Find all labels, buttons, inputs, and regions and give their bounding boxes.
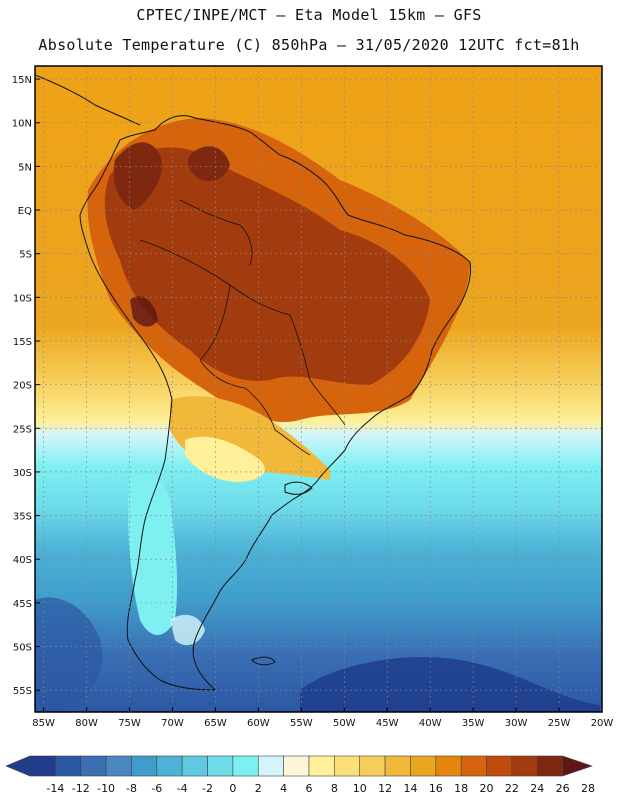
colorbar-label: 8 (331, 782, 338, 795)
cold-pool-southwest (35, 597, 103, 712)
colorbar-label: 0 (229, 782, 236, 795)
colorbar-swatch (435, 755, 462, 777)
mild-zone-pampas (185, 436, 265, 482)
colorbar-swatch (80, 755, 107, 777)
lat-label: 25S (13, 424, 32, 435)
lon-label: 55W (290, 718, 313, 729)
lat-label: 55S (13, 686, 32, 697)
lon-label: 40W (419, 718, 442, 729)
colorbar-swatch (55, 755, 82, 777)
colorbar-label: -12 (72, 782, 90, 795)
colorbar-label: 4 (280, 782, 287, 795)
hot-core-peru (130, 296, 158, 327)
lon-label: 85W (32, 718, 55, 729)
colorbar-swatch (283, 755, 310, 777)
colorbar-label: 24 (530, 782, 544, 795)
lon-label: 25W (548, 718, 571, 729)
colorbar-swatch (460, 755, 487, 777)
colorbar-arrow-right (562, 755, 593, 777)
colorbar-label: -8 (126, 782, 137, 795)
hot-core-interior (104, 147, 430, 385)
colorbar-swatch (257, 755, 284, 777)
colorbar-label: 16 (429, 782, 443, 795)
lon-label: 20W (591, 718, 614, 729)
colorbar-swatch (384, 755, 411, 777)
falkland-islands (251, 656, 276, 666)
lat-label: 30S (13, 468, 32, 479)
map-title-line2: Absolute Temperature (C) 850hPa – 31/05/… (38, 36, 580, 54)
colorbar-swatch (536, 755, 563, 777)
colorbar-swatch (486, 755, 513, 777)
lon-label: 35W (462, 718, 485, 729)
lon-label: 75W (118, 718, 141, 729)
colorbar-label: 18 (454, 782, 468, 795)
cold-core-southeast (300, 657, 600, 712)
lat-label: 5S (19, 250, 32, 261)
central-america (35, 74, 141, 126)
cool-plume-patagonia (128, 469, 178, 635)
colorbar-swatch (410, 755, 437, 777)
colorbar-label: 6 (306, 782, 313, 795)
colorbar-swatch (359, 755, 386, 777)
colorbar-arrow-left (5, 755, 31, 777)
colorbar-label: 14 (403, 782, 417, 795)
lon-label: 70W (161, 718, 184, 729)
lat-label: 45S (13, 599, 32, 610)
colorbar-label: 10 (353, 782, 367, 795)
colorbar-label: 26 (556, 782, 570, 795)
colorbar-label: -4 (177, 782, 188, 795)
colorbar-label: -10 (97, 782, 115, 795)
lon-label: 60W (247, 718, 270, 729)
south-america-coastline (79, 115, 471, 691)
colorbar-label: -14 (46, 782, 64, 795)
lon-label: 45W (376, 718, 399, 729)
hot-core-highlands (187, 146, 230, 182)
colorbar-swatch (207, 755, 234, 777)
lon-label: 80W (75, 718, 98, 729)
colorbar-swatch (131, 755, 158, 777)
colorbar-swatch (156, 755, 183, 777)
colorbar-swatch (105, 755, 132, 777)
colorbar-swatch (308, 755, 335, 777)
lat-label: 15N (12, 75, 32, 86)
lat-label: 40S (13, 555, 32, 566)
colorbar-label: -2 (202, 782, 213, 795)
lat-label: 15S (13, 337, 32, 348)
lon-label: 65W (204, 718, 227, 729)
colorbar-swatch (181, 755, 208, 777)
colorbar-swatch (334, 755, 361, 777)
lat-label: 35S (13, 512, 32, 523)
lat-label: 20S (13, 381, 32, 392)
hot-core-andes-north (113, 142, 162, 210)
country-borders (139, 199, 346, 456)
colorbar-label: 12 (378, 782, 392, 795)
colorbar-label: 2 (255, 782, 262, 795)
colorbar-label: 20 (480, 782, 494, 795)
lat-label: EQ (18, 206, 32, 217)
map-frame (34, 65, 603, 713)
lon-label: 50W (333, 718, 356, 729)
colorbar-swatch (232, 755, 259, 777)
colorbar-swatch (29, 755, 56, 777)
lon-label: 30W (505, 718, 528, 729)
lat-label: 5N (18, 162, 32, 173)
river-plate-estuary (284, 481, 313, 495)
colorbar-label: 22 (505, 782, 519, 795)
lat-label: 10S (13, 293, 32, 304)
lat-label: 50S (13, 643, 32, 654)
lat-label: 10N (12, 119, 32, 130)
colorbar-label: 28 (581, 782, 595, 795)
map-title-line1: CPTEC/INPE/MCT – Eta Model 15km – GFS (136, 6, 482, 24)
colorbar-swatch (511, 755, 538, 777)
colorbar-label: -6 (151, 782, 162, 795)
